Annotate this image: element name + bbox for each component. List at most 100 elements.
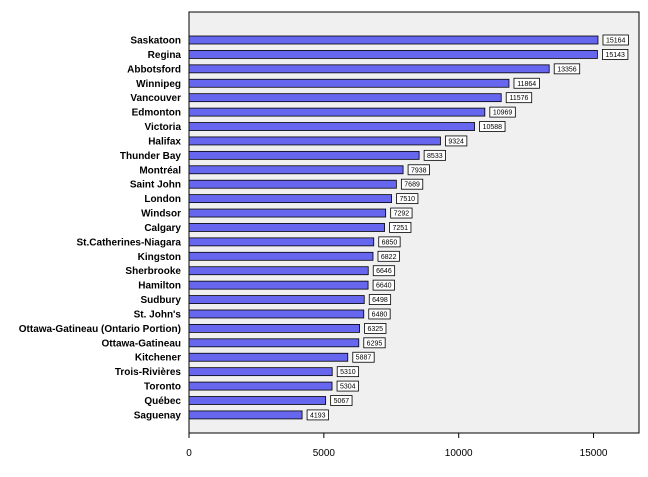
data-label-box xyxy=(400,178,424,190)
bar xyxy=(188,122,475,131)
data-label-box xyxy=(368,294,392,305)
data-label: 13356 xyxy=(557,66,577,73)
bar xyxy=(188,50,598,59)
category-label: Sherbrooke xyxy=(125,266,181,277)
data-label: 7689 xyxy=(404,182,420,189)
data-label-box xyxy=(378,236,401,248)
data-label-box xyxy=(479,121,506,132)
data-label: 6295 xyxy=(367,340,383,347)
category-label: Kitchener xyxy=(135,353,181,364)
data-label-box xyxy=(389,222,412,233)
category-label: Trois-Rivières xyxy=(115,367,182,378)
data-label-box xyxy=(377,250,400,262)
data-label: 15143 xyxy=(605,52,625,59)
bar xyxy=(188,150,420,160)
data-label-box xyxy=(363,337,386,349)
bar xyxy=(188,237,375,247)
data-label-box xyxy=(445,135,468,147)
category-label: Hamilton xyxy=(138,281,181,292)
bar xyxy=(188,194,392,204)
data-label: 6850 xyxy=(382,239,398,246)
bar xyxy=(188,323,360,333)
data-label: 6325 xyxy=(367,326,383,333)
category-label: Toronto xyxy=(144,382,181,393)
data-label: 9324 xyxy=(448,138,464,145)
bar xyxy=(188,352,349,362)
bar xyxy=(188,338,360,348)
bar xyxy=(188,280,369,290)
category-label: Abbotsford xyxy=(127,64,181,75)
category-label: Halifax xyxy=(148,136,181,147)
category-label: Edmonton xyxy=(132,108,181,119)
category-label: Saint John xyxy=(130,180,181,191)
data-label: 4193 xyxy=(310,412,326,419)
data-label: 5304 xyxy=(340,384,356,391)
data-label-box xyxy=(364,322,387,334)
data-label: 7510 xyxy=(399,196,415,203)
category-label: Winnipeg xyxy=(136,79,181,90)
category-label: Ottawa-Gatineau (Ontario Portion) xyxy=(19,324,181,335)
category-label: Saguenay xyxy=(134,410,182,421)
category-label: Windsor xyxy=(141,209,181,220)
category-label: Calgary xyxy=(144,223,181,234)
bar xyxy=(188,165,404,175)
data-label-box xyxy=(336,380,359,392)
data-label: 5067 xyxy=(334,398,350,405)
category-label: Regina xyxy=(148,50,182,61)
x-tick-label: 15000 xyxy=(580,448,608,459)
data-label-box xyxy=(390,207,413,219)
bar xyxy=(188,367,333,377)
bar xyxy=(188,396,327,405)
data-label-box xyxy=(423,149,446,161)
bar xyxy=(188,179,397,189)
bar xyxy=(188,78,510,88)
data-label: 5310 xyxy=(340,369,356,376)
bar xyxy=(188,223,385,232)
category-label: Saskatoon xyxy=(130,36,181,47)
bar xyxy=(188,93,502,103)
data-label-box xyxy=(330,395,353,406)
data-label-box xyxy=(352,351,375,363)
bar xyxy=(188,208,387,218)
data-label: 6640 xyxy=(376,283,392,290)
data-label-box xyxy=(368,308,391,320)
data-label: 7251 xyxy=(392,225,408,232)
bar xyxy=(188,251,374,261)
data-label-box xyxy=(602,34,629,46)
data-label-box xyxy=(372,265,396,277)
category-label: Montréal xyxy=(139,165,181,176)
data-label-box xyxy=(372,279,395,291)
category-label: Thunder Bay xyxy=(120,151,182,162)
x-tick-label: 0 xyxy=(186,448,192,459)
category-label: St. John's xyxy=(134,309,182,320)
x-tick-label: 10000 xyxy=(445,448,473,459)
category-label: London xyxy=(144,194,181,205)
data-label: 6498 xyxy=(372,297,388,304)
category-label: Québec xyxy=(144,396,181,407)
bar xyxy=(188,266,369,276)
data-label: 10588 xyxy=(483,124,503,131)
data-label: 15164 xyxy=(606,38,626,45)
data-label-box xyxy=(396,193,419,205)
category-label: St.Catherines-Niagara xyxy=(77,237,182,248)
data-label: 6822 xyxy=(381,254,397,261)
data-label: 5887 xyxy=(356,355,372,362)
bar xyxy=(188,107,486,117)
bar xyxy=(188,35,599,45)
category-label: Vancouver xyxy=(130,93,181,104)
data-label: 7938 xyxy=(411,167,427,174)
category-label: Kingston xyxy=(138,252,181,263)
data-label-box xyxy=(489,106,516,118)
data-label: 11576 xyxy=(509,95,528,102)
data-label: 6480 xyxy=(372,311,388,318)
data-label-box xyxy=(505,92,533,104)
data-label: 8533 xyxy=(427,153,443,160)
bar xyxy=(188,309,365,319)
x-tick-label: 5000 xyxy=(313,448,336,459)
data-label-box xyxy=(336,366,360,378)
category-label: Ottawa-Gatineau xyxy=(102,338,181,349)
data-label-box xyxy=(513,77,540,89)
bar xyxy=(188,410,303,420)
data-label: 6646 xyxy=(376,268,392,275)
